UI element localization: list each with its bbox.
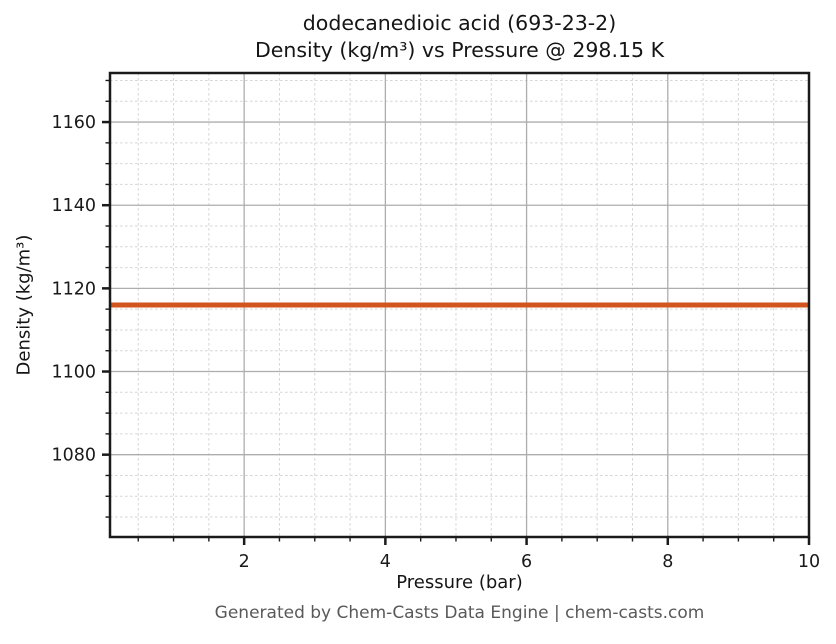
x-axis-label: Pressure (bar) bbox=[396, 572, 523, 593]
chart-title-line2: Density (kg/m³) vs Pressure @ 298.15 K bbox=[254, 38, 665, 62]
y-tick-label: 1160 bbox=[51, 113, 96, 133]
x-tick-label: 4 bbox=[380, 552, 391, 572]
x-tick-label: 2 bbox=[239, 552, 250, 572]
y-tick-label: 1120 bbox=[51, 279, 96, 299]
y-tick-label: 1140 bbox=[51, 196, 96, 216]
x-tick-label: 8 bbox=[662, 552, 673, 572]
y-tick-label: 1080 bbox=[51, 446, 96, 466]
x-tick-label: 10 bbox=[798, 552, 820, 572]
plot-spines bbox=[108, 71, 811, 539]
footer-caption: Generated by Chem-Casts Data Engine | ch… bbox=[214, 603, 705, 623]
chart-title-line1: dodecanedioic acid (693-23-2) bbox=[302, 11, 617, 35]
y-tick-label: 1100 bbox=[51, 363, 96, 383]
y-axis-label: Density (kg/m³) bbox=[13, 234, 35, 376]
chart-title: dodecanedioic acid (693-23-2) Density (k… bbox=[110, 10, 809, 64]
x-tick-label: 6 bbox=[521, 552, 532, 572]
